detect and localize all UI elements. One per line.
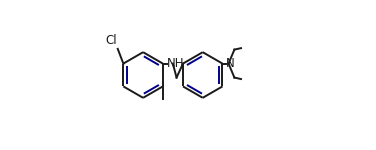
Text: N: N: [226, 57, 235, 70]
Text: NH: NH: [167, 57, 184, 70]
Text: Cl: Cl: [105, 34, 117, 47]
